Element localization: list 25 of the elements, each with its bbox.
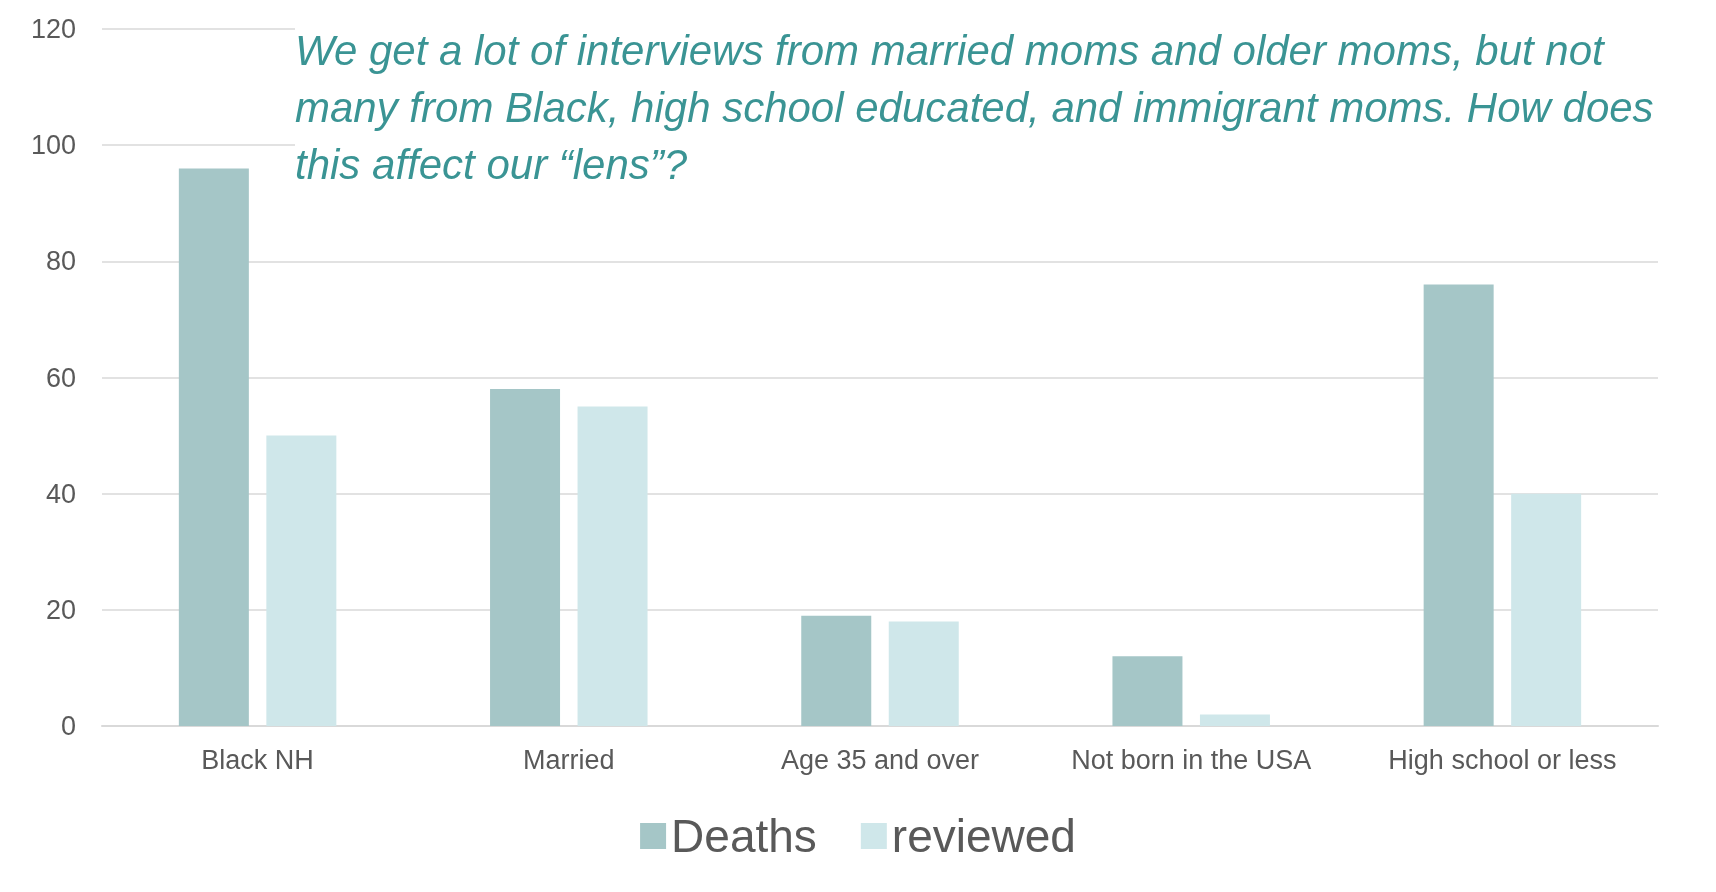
- bar: [801, 615, 872, 726]
- bar: [1423, 284, 1494, 726]
- x-tick-label: Age 35 and over: [780, 744, 980, 775]
- bar: [888, 621, 959, 726]
- bar: [1199, 714, 1270, 726]
- bar: [1511, 493, 1582, 726]
- y-tick-label: 120: [30, 14, 76, 44]
- x-tick-label: High school or less: [1388, 744, 1617, 775]
- y-tick-label: 100: [30, 130, 76, 161]
- legend-label: reviewed: [891, 810, 1076, 862]
- bar: [1112, 656, 1183, 726]
- legend-label: Deaths: [671, 810, 817, 862]
- y-tick-label: 20: [45, 594, 76, 625]
- bar: [266, 435, 337, 726]
- x-tick-label: Black NH: [201, 744, 314, 775]
- y-tick-label: 60: [45, 362, 76, 393]
- bar: [577, 406, 648, 726]
- y-tick-label: 40: [45, 478, 76, 509]
- x-tick-label: Not born in the USA: [1071, 744, 1312, 775]
- x-tick-label: Married: [523, 744, 615, 775]
- bar: [178, 168, 249, 726]
- y-tick-label: 80: [45, 246, 76, 277]
- bar: [490, 389, 561, 726]
- y-tick-label: 0: [60, 711, 76, 741]
- annotation: We get a lot of interviews from married moms and older moms, but not many from Black, high school educated, and immigrant moms. How does this affect our “lens”?: [295, 27, 1666, 188]
